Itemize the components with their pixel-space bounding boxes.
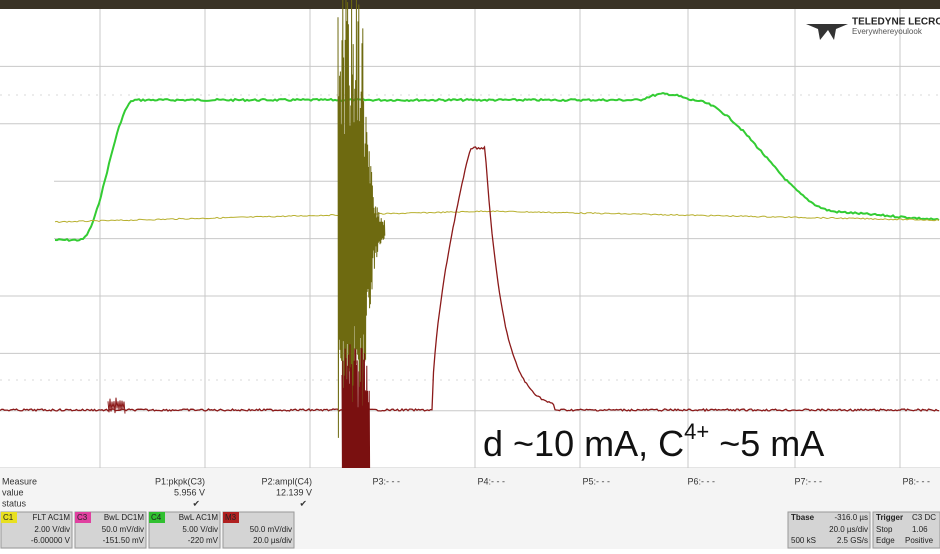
timebase-rate: 2.5 GS/s bbox=[837, 536, 868, 545]
mask bbox=[0, 176, 54, 244]
channel-offset: -151.50 mV bbox=[103, 536, 145, 545]
channel-scale: 50.0 mV/div bbox=[250, 525, 292, 534]
channel-mode: FLT AC1M bbox=[33, 513, 71, 522]
channel-offset: 20.0 µs/div bbox=[253, 536, 292, 545]
measure-row-label: value bbox=[2, 487, 24, 497]
timebase-samples: 500 kS bbox=[791, 536, 816, 545]
channel-offset: -6.00000 V bbox=[31, 536, 71, 545]
channel-mode: BwL AC1M bbox=[179, 513, 219, 522]
param-value: 12.139 V bbox=[276, 487, 312, 497]
trigger-level: 1.06 bbox=[912, 525, 928, 534]
param-name: P7:- - - bbox=[794, 476, 822, 486]
param-name: P1:pkpk(C3) bbox=[155, 476, 205, 486]
param-status: ✔ bbox=[299, 498, 307, 508]
trigger-slope: Positive bbox=[905, 536, 934, 545]
logo-brand: TELEDYNE LECROY bbox=[852, 17, 940, 28]
param-name: P8:- - - bbox=[902, 476, 930, 486]
param-name: P3:- - - bbox=[372, 476, 400, 486]
photo-strip bbox=[0, 0, 940, 9]
annotation-superscript: 4+ bbox=[684, 419, 709, 444]
channel-scale: 2.00 V/div bbox=[34, 525, 70, 534]
logo-tagline: Everywhereyoulook bbox=[852, 27, 923, 36]
channel-id: M3 bbox=[225, 513, 237, 522]
channel-id: C4 bbox=[151, 513, 162, 522]
channel-mode: BwL DC1M bbox=[104, 513, 144, 522]
channel-scale: 50.0 mV/div bbox=[102, 525, 144, 534]
measure-row-label: Measure bbox=[2, 476, 37, 486]
trigger-mode: Stop bbox=[876, 525, 893, 534]
param-name: P2:ampl(C4) bbox=[261, 476, 312, 486]
param-status: ✔ bbox=[192, 498, 200, 508]
param-name: P4:- - - bbox=[477, 476, 505, 486]
trigger-type: Edge bbox=[876, 536, 895, 545]
channel-offset: -220 mV bbox=[188, 536, 219, 545]
param-name: P6:- - - bbox=[687, 476, 715, 486]
timebase-delay: -316.0 µs bbox=[834, 513, 868, 522]
channel-id: C1 bbox=[3, 513, 14, 522]
annotation: d ~10 mA, C4+ ~5 mA bbox=[483, 419, 824, 464]
measure-row-label: status bbox=[2, 498, 27, 508]
timebase-scale: 20.0 µs/div bbox=[829, 525, 868, 534]
timebase-label: Tbase bbox=[791, 513, 815, 522]
channel-scale: 5.00 V/div bbox=[182, 525, 218, 534]
trigger-source: C3 DC bbox=[912, 513, 936, 522]
trigger-label: Trigger bbox=[876, 513, 903, 522]
annotation-text: ~5 mA bbox=[709, 423, 824, 464]
annotation-text: d ~10 mA, C bbox=[483, 423, 684, 464]
channel-id: C3 bbox=[77, 513, 88, 522]
param-name: P5:- - - bbox=[582, 476, 610, 486]
param-value: 5.956 V bbox=[174, 487, 205, 497]
